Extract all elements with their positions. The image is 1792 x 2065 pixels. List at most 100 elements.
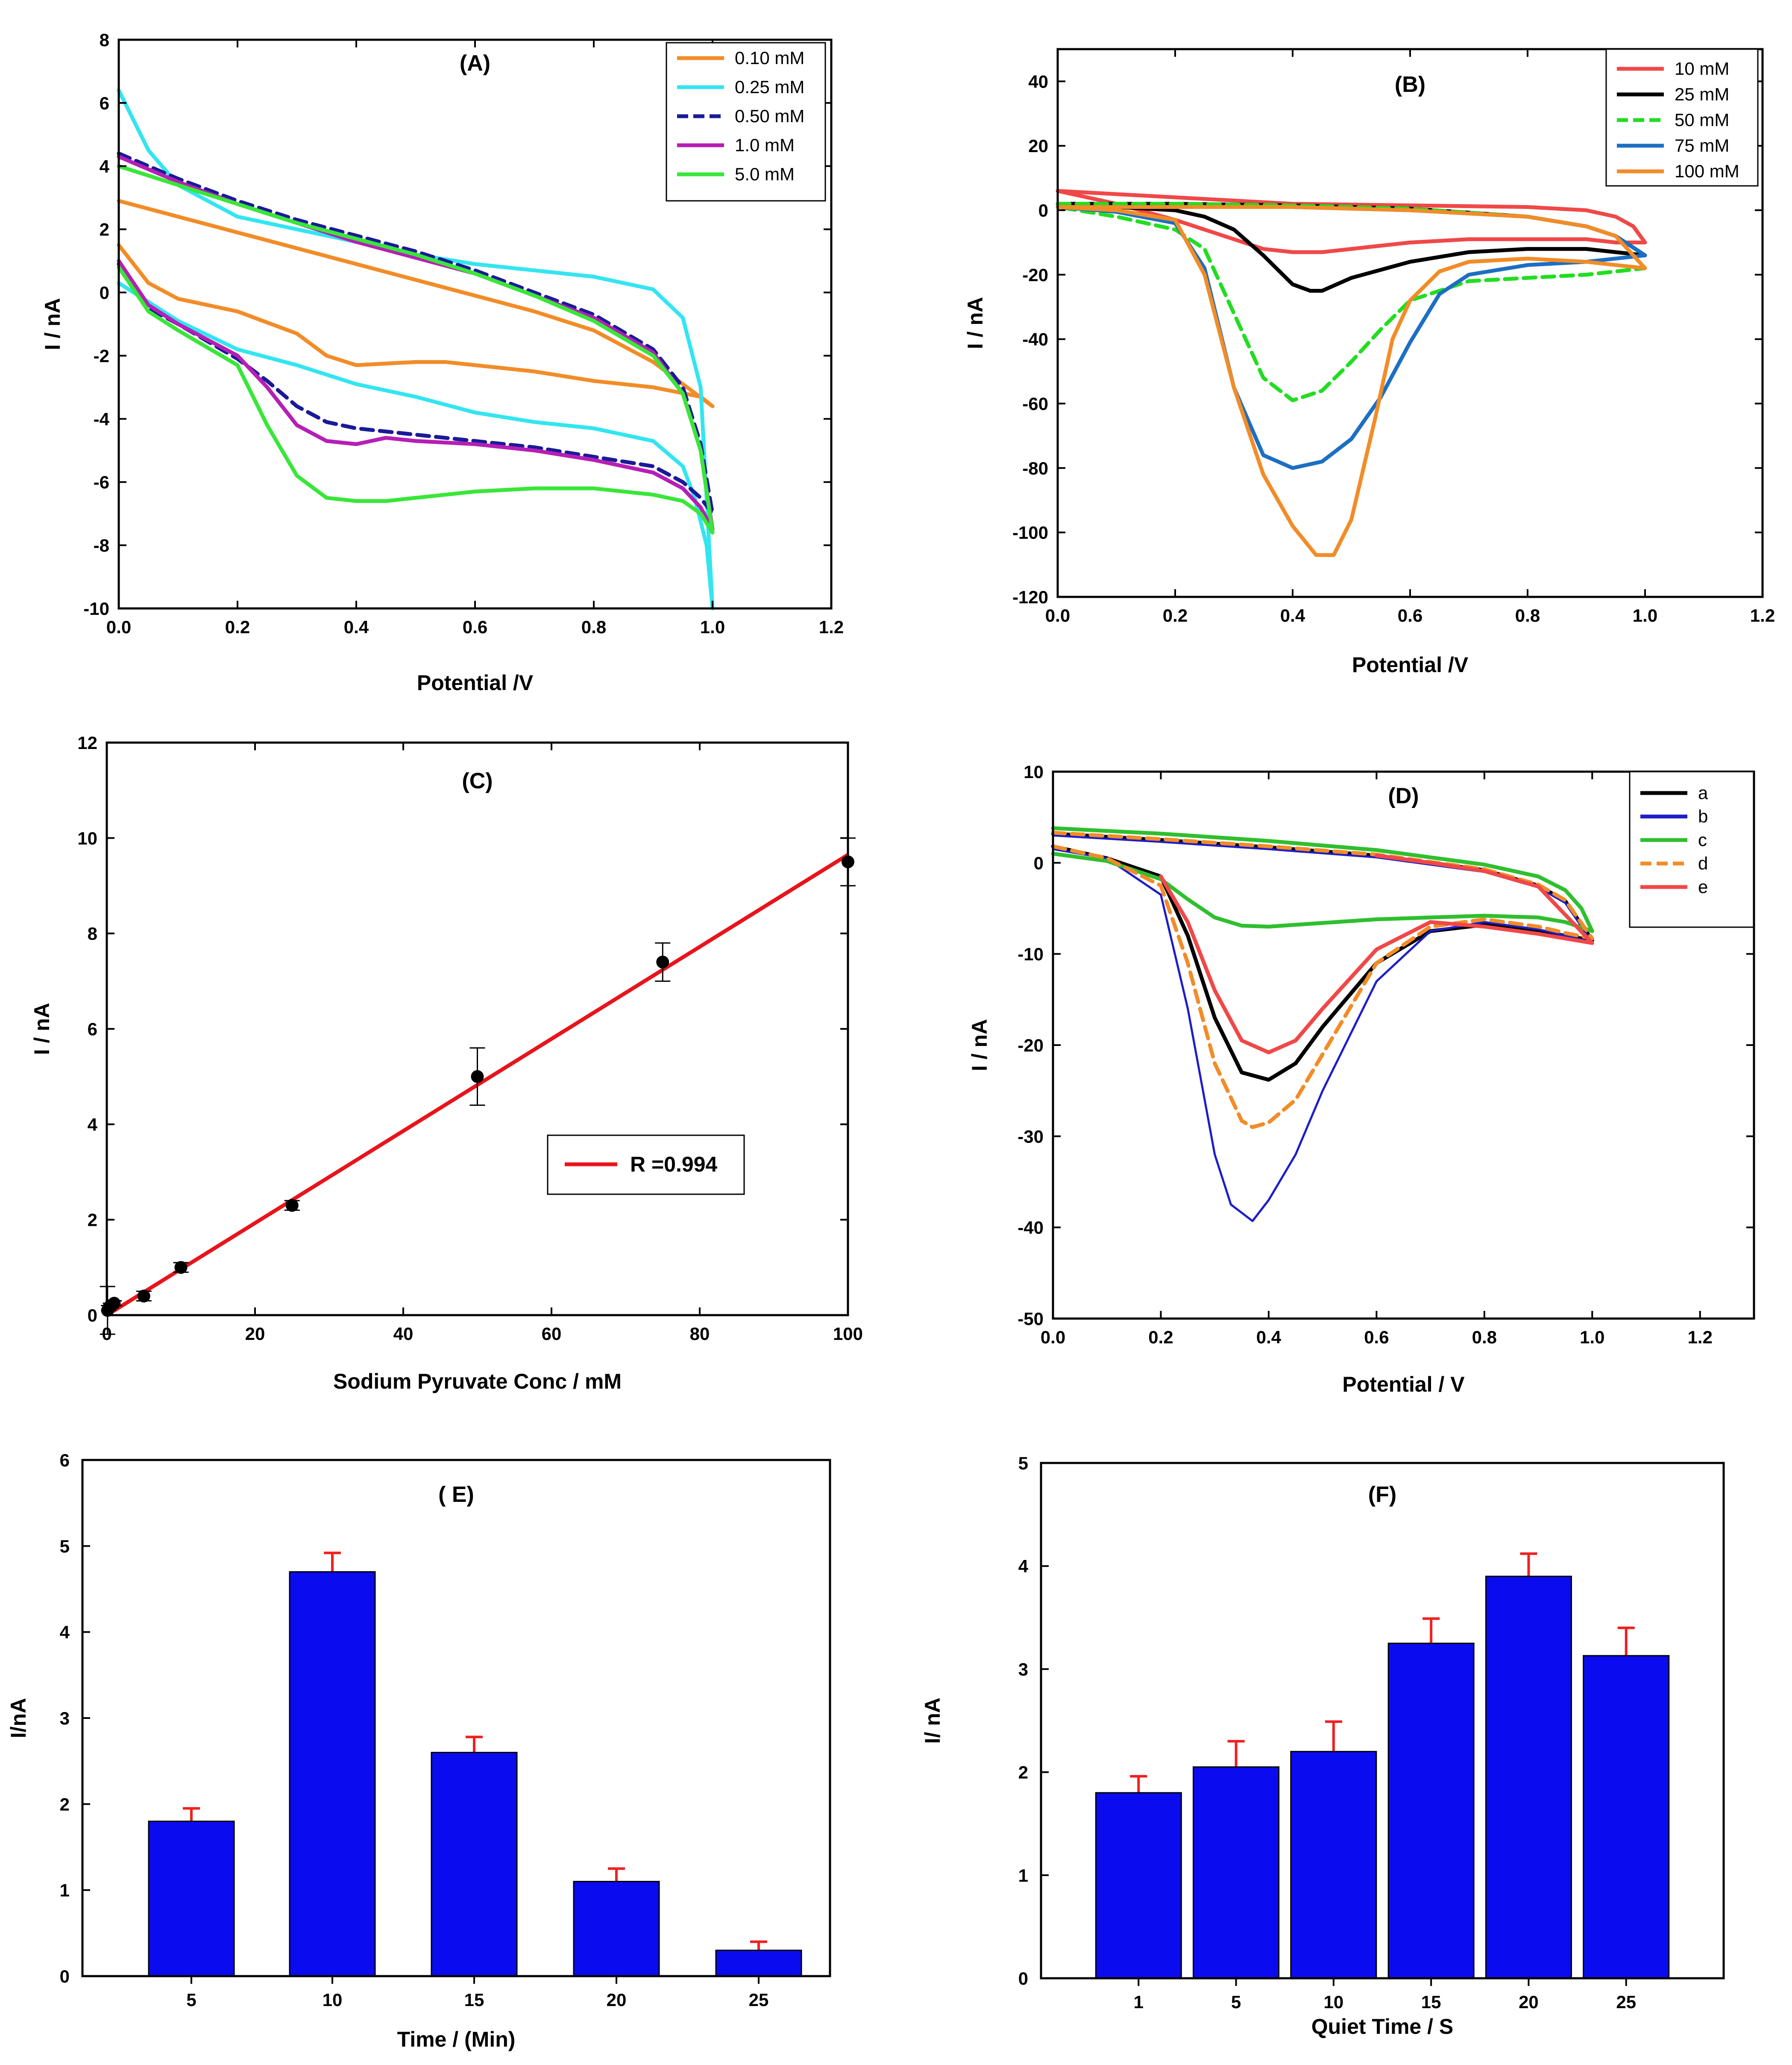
plot-frame-C: [106, 741, 849, 1316]
x-axis-label-C: Sodium Pyruvate Conc / mM: [333, 1369, 622, 1393]
y-tick-label-F: 3: [1018, 1659, 1028, 1679]
x-tick-label-D: 0.4: [1256, 1327, 1282, 1347]
data-point-C-3: [108, 1297, 121, 1310]
legend-label-D-2: c: [1698, 830, 1707, 850]
y-tick-label-C: 0: [88, 1305, 97, 1325]
y-tick-label-E: 6: [60, 1450, 70, 1470]
x-tick-label-C: 60: [542, 1324, 562, 1344]
x-tick-label-E-3: 20: [607, 1990, 627, 2010]
chart-title-C: (C): [462, 769, 493, 793]
y-axis-label-A: I / nA: [41, 298, 65, 350]
series-line-A-0: [117, 199, 715, 408]
bar-E-2: [431, 1752, 518, 1977]
y-tick-label-F: 4: [1018, 1556, 1029, 1576]
x-tick-label-C: 100: [833, 1324, 863, 1344]
x-tick-label-B: 0.6: [1398, 605, 1422, 626]
x-tick-label-E-1: 10: [323, 1990, 343, 2010]
x-tick-label-D: 1.0: [1580, 1327, 1604, 1347]
x-tick-label-E-2: 15: [464, 1990, 484, 2010]
y-tick-label-B: -100: [1012, 523, 1048, 543]
series-line-A-3: [117, 155, 715, 532]
y-tick-label-A: -8: [94, 535, 109, 555]
bar-F-4: [1485, 1575, 1572, 1979]
y-tick-label-B: -40: [1022, 329, 1048, 350]
chart-title-F: (F): [1368, 1482, 1396, 1507]
y-axis-label-D: I / nA: [968, 1019, 991, 1071]
series-line-D-4: [1159, 853, 1594, 1055]
legend-label-A-1: 0.25 mM: [735, 77, 804, 97]
x-tick-label-F-5: 25: [1616, 1992, 1636, 2012]
legend-label-A-0: 0.10 mM: [735, 48, 804, 68]
bar-E-0: [148, 1821, 235, 1977]
legend-label-A-3: 1.0 mM: [735, 135, 795, 155]
y-tick-label-B: 40: [1028, 71, 1048, 91]
bar-F-3: [1387, 1642, 1475, 1979]
y-tick-label-C: 8: [88, 924, 97, 944]
series-line-A-1: [117, 88, 715, 611]
bar-F-1: [1193, 1766, 1280, 1979]
x-tick-label-A: 0.6: [463, 617, 487, 637]
y-tick-label-A: -4: [94, 409, 110, 429]
series-line-B-2: [1056, 202, 1647, 402]
y-tick-label-B: 0: [1038, 200, 1048, 220]
legend-label-B-4: 100 mM: [1675, 161, 1739, 181]
x-tick-label-A: 0.2: [225, 617, 250, 637]
data-point-C-7: [471, 1070, 484, 1083]
y-tick-label-D: -10: [1018, 944, 1044, 964]
y-tick-label-C: 2: [88, 1210, 97, 1230]
y-tick-label-C: 12: [77, 733, 97, 753]
x-axis-label-D: Potential / V: [1342, 1372, 1465, 1396]
x-axis-label-F: Quiet Time / S: [1311, 2015, 1454, 2039]
y-tick-label-F: 1: [1018, 1865, 1028, 1886]
chart-title-A: (A): [460, 51, 490, 76]
x-tick-label-D: 0.0: [1041, 1327, 1065, 1347]
x-tick-label-C: 80: [690, 1324, 710, 1344]
chart-title-D: (D): [1388, 784, 1419, 808]
y-tick-label-C: 6: [88, 1019, 97, 1039]
y-tick-label-E: 0: [60, 1966, 70, 1986]
y-tick-label-E: 1: [60, 1880, 70, 1901]
x-axis-label-A: Potential /V: [417, 671, 534, 695]
bar-E-4: [715, 1950, 802, 1977]
x-tick-label-C: 40: [393, 1324, 414, 1344]
y-tick-label-B: -80: [1022, 458, 1048, 478]
y-tick-label-D: -30: [1018, 1126, 1044, 1146]
x-tick-label-F-4: 20: [1519, 1992, 1539, 2012]
data-point-C-6: [285, 1199, 299, 1212]
y-tick-label-A: 8: [100, 30, 109, 50]
y-axis-label-F: I/ nA: [921, 1698, 944, 1744]
y-tick-label-B: -60: [1022, 394, 1048, 414]
bar-F-0: [1095, 1792, 1182, 1979]
chart-title-E: ( E): [438, 1482, 474, 1507]
x-tick-label-E-4: 25: [749, 1990, 769, 2010]
x-tick-label-D: 0.8: [1472, 1327, 1497, 1347]
x-axis-label-E: Time / (Min): [397, 2027, 516, 2051]
y-tick-label-C: 4: [88, 1114, 98, 1134]
legend-label-D-0: a: [1698, 783, 1708, 803]
series-line-B-4: [1056, 205, 1647, 557]
series-line-A-4: [117, 164, 715, 535]
y-tick-label-C: 10: [77, 828, 97, 848]
data-point-C-5: [174, 1261, 188, 1274]
y-tick-label-E: 4: [60, 1622, 70, 1642]
chart-title-B: (B): [1395, 72, 1425, 97]
bar-F-2: [1290, 1751, 1377, 1979]
x-tick-label-F-2: 10: [1323, 1992, 1343, 2012]
data-point-C-4: [137, 1290, 150, 1303]
data-point-C-8: [656, 955, 669, 969]
legend-label-D-1: b: [1698, 806, 1708, 826]
y-tick-label-F: 2: [1018, 1762, 1028, 1783]
series-line-A-2: [117, 151, 715, 516]
y-tick-label-E: 5: [60, 1536, 70, 1556]
x-tick-label-A: 0.0: [106, 617, 131, 637]
x-tick-label-B: 0.0: [1045, 605, 1070, 626]
y-axis-label-E: I/nA: [6, 1698, 30, 1738]
plot-frame-F: [1040, 1462, 1725, 1980]
y-tick-label-D: 0: [1034, 853, 1044, 873]
x-tick-label-B: 0.4: [1280, 605, 1305, 626]
x-tick-label-B: 1.0: [1633, 605, 1657, 626]
y-tick-label-D: 10: [1024, 762, 1044, 782]
y-tick-label-D: -40: [1018, 1218, 1044, 1238]
legend-label-C: R =0.994: [630, 1152, 718, 1176]
